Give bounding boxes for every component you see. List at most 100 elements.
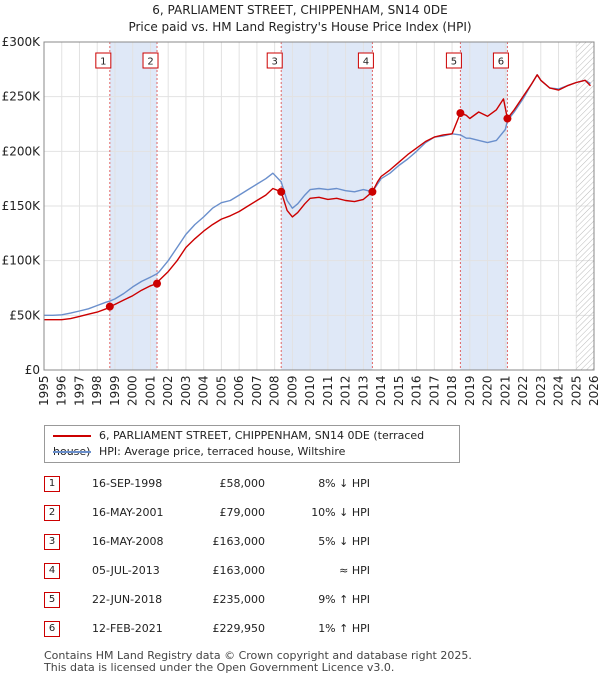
property-price-line: [44, 74, 591, 321]
sale-badge: 1: [95, 52, 112, 69]
y-tick-label: £50K: [9, 308, 41, 322]
sale-badge-label: 6: [498, 57, 504, 68]
x-tick-label: 2003: [179, 375, 193, 406]
x-tick-label: 2010: [303, 375, 317, 406]
x-tick-label: 2001: [143, 375, 157, 406]
x-tick-label: 2008: [268, 375, 282, 406]
legend-item-property: 6, PARLIAMENT STREET, CHIPPENHAM, SN14 0…: [53, 428, 459, 458]
sale-point: [277, 187, 286, 196]
x-tick-label: 2011: [321, 375, 335, 406]
sale-badge-box: [445, 52, 462, 69]
sale-badge: 4: [357, 52, 374, 69]
row-date: 16-MAY-2001: [92, 506, 164, 519]
sale-point: [368, 187, 377, 196]
x-tick-label: 1996: [55, 375, 69, 406]
row-date: 16-SEP-1998: [92, 477, 163, 490]
sale-badge-label: 1: [100, 57, 106, 68]
y-tick-label: £250K: [2, 90, 42, 104]
row-badge: 6: [44, 621, 60, 637]
row-hpi: 5% ↓ HPI: [318, 535, 370, 548]
footer-line-1: Contains HM Land Registry data © Crown c…: [44, 649, 472, 662]
x-tick-label: 2007: [250, 375, 264, 406]
x-tick-label: 2015: [392, 375, 406, 406]
x-tick-label: 2016: [410, 375, 424, 406]
x-tick-label: 2005: [214, 375, 228, 406]
sale-badge: 5: [445, 52, 462, 69]
x-tick-label: 2000: [126, 375, 140, 406]
row-badge: 3: [44, 534, 60, 550]
y-tick-label: £150K: [2, 199, 42, 213]
row-hpi: ≈ HPI: [339, 564, 370, 577]
row-badge: 5: [44, 592, 60, 608]
plot-frame: [43, 41, 595, 371]
row-badge: 4: [44, 563, 60, 579]
forecast-hatch: [576, 42, 594, 370]
x-tick-label: 2012: [339, 375, 353, 406]
row-price: £163,000: [212, 564, 266, 577]
row-badge: 2: [44, 505, 60, 521]
title-line-1: 6, PARLIAMENT STREET, CHIPPENHAM, SN14 0…: [152, 3, 448, 17]
row-price: £235,000: [212, 593, 266, 606]
sale-point: [503, 114, 512, 123]
x-tick-label: 2023: [534, 375, 548, 406]
sale-badge: 3: [266, 52, 283, 69]
row-date: 22-JUN-2018: [92, 593, 163, 606]
sale-badge-box: [142, 52, 159, 69]
x-tick-label: 1995: [37, 375, 51, 406]
price-chart: 1 2 3 4 5 6 £0 £50K £100K £150K £200K £250K £300K 1…: [2, 35, 600, 406]
y-tick-label: £300K: [2, 35, 42, 49]
sale-point: [153, 279, 162, 288]
x-tick-label: 2025: [569, 375, 583, 406]
hpi-line: [44, 74, 591, 316]
x-tick-label: 2006: [232, 375, 246, 406]
row-price: £79,000: [219, 506, 266, 519]
sale-badge-box: [492, 52, 509, 69]
row-date: 12-FEB-2021: [92, 622, 163, 635]
y-tick-label: £200K: [2, 144, 42, 158]
table-row: 1 16-SEP-1998 £58,000 8% ↓ HPI: [0, 474, 600, 494]
sale-badge: 6: [492, 52, 509, 69]
row-hpi: 8% ↓ HPI: [318, 477, 370, 490]
x-tick-label: 2002: [161, 375, 175, 406]
x-tick-label: 2009: [285, 375, 299, 406]
x-tick-label: 1998: [90, 375, 104, 406]
sale-badge-label: 3: [272, 57, 278, 68]
table-row: 4 05-JUL-2013 £163,000 ≈ HPI: [0, 561, 600, 581]
x-tick-label: 1997: [72, 375, 86, 406]
legend-red-line: [53, 435, 91, 437]
row-price: £229,950: [212, 622, 266, 635]
series-lines: [44, 74, 591, 321]
title-line-2: Price paid vs. HM Land Registry's House …: [128, 20, 472, 34]
sale-badge-label: 4: [363, 57, 369, 68]
sale-badge-box: [95, 52, 112, 69]
x-tick-label: 2021: [498, 375, 512, 406]
sale-badge-box: [266, 52, 283, 69]
x-tick-labels: 1995 1996 1997 1998 1999 2000 2001 2002 2003 2004…: [37, 375, 600, 406]
footer: Contains HM Land Registry data © Crown c…: [44, 650, 472, 674]
chart-title: 6, PARLIAMENT STREET, CHIPPENHAM, SN14 0…: [0, 2, 600, 36]
x-tick-label: 2018: [445, 375, 459, 406]
table-row: 6 12-FEB-2021 £229,950 1% ↑ HPI: [0, 619, 600, 639]
sale-marker-lines: [109, 42, 508, 370]
table-row: 5 22-JUN-2018 £235,000 9% ↑ HPI: [0, 590, 600, 610]
legend-blue-label: HPI: Average price, terraced house, Wilt…: [99, 445, 346, 458]
table-row: 3 16-MAY-2008 £163,000 5% ↓ HPI: [0, 532, 600, 552]
y-tick-labels: £0 £50K £100K £150K £200K £250K £300K: [2, 35, 42, 377]
legend: 6, PARLIAMENT STREET, CHIPPENHAM, SN14 0…: [44, 425, 460, 463]
row-date: 16-MAY-2008: [92, 535, 164, 548]
sale-points: [105, 109, 512, 311]
x-tick-label: 2022: [516, 375, 530, 406]
sale-badges: 1 2 3 4 5 6: [95, 52, 509, 69]
row-badge: 1: [44, 476, 60, 492]
legend-item-hpi: HPI: Average price, terraced house, Wilt…: [53, 444, 345, 460]
footer-line-2: This data is licensed under the Open Gov…: [44, 661, 395, 674]
sale-badge-label: 2: [147, 57, 153, 68]
x-tick-label: 2017: [427, 375, 441, 406]
y-tick-label: £0: [25, 363, 40, 377]
x-tick-label: 2024: [552, 375, 566, 406]
row-date: 05-JUL-2013: [92, 564, 160, 577]
row-hpi: 10% ↓ HPI: [311, 506, 370, 519]
sale-point: [456, 109, 465, 118]
x-tick-label: 2004: [197, 375, 211, 406]
row-price: £163,000: [212, 535, 266, 548]
